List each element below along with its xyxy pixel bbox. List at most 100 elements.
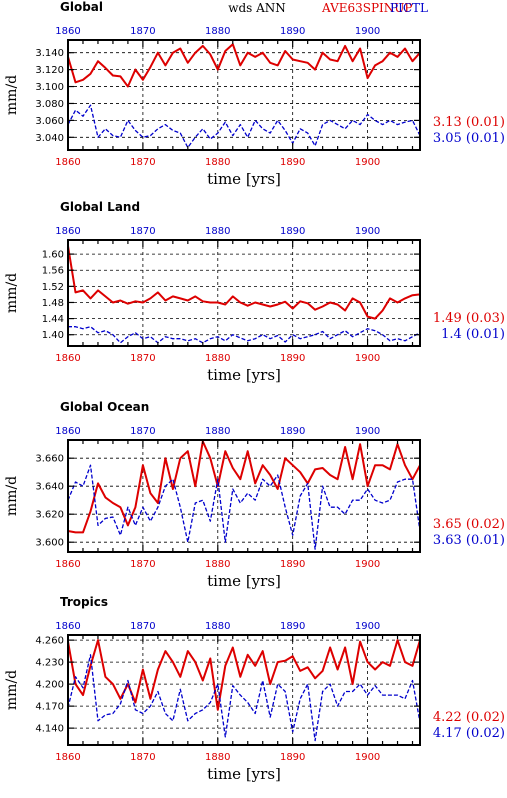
x-tick-label-bottom: 1870 — [130, 559, 155, 570]
series-line-red — [67, 639, 421, 711]
series-line-blue — [67, 654, 421, 742]
x-tick-label-bottom: 1860 — [55, 353, 80, 364]
x-axis-label: time [yrs] — [207, 572, 281, 590]
x-tick-label-top: 1870 — [130, 426, 155, 437]
stat-label-red: 3.65 (0.02) — [433, 517, 505, 532]
center-header-label: wds ANN — [228, 1, 286, 15]
y-tick-label: 3.080 — [35, 99, 64, 110]
x-tick-label-bottom: 1900 — [355, 157, 380, 168]
panel-tropics: Tropics 4.140 4.170 4.200 4.230 4.260 1860 1860… — [4, 595, 505, 783]
x-tick-label-top: 1880 — [205, 426, 230, 437]
y-tick-label: 3.620 — [35, 510, 64, 521]
series-line-blue — [68, 326, 421, 344]
x-axis-label: time [yrs] — [207, 170, 281, 188]
y-tick-label: 3.120 — [35, 65, 64, 76]
y-tick-label: 1.44 — [42, 314, 64, 325]
panel-global-land: Global Land 1.40 1.44 1.48 1.52 1.56 1.60 1860 1… — [4, 200, 505, 384]
plot-frame — [67, 39, 421, 151]
series-line-blue — [67, 464, 421, 550]
panel-title: Tropics — [60, 595, 108, 609]
x-tick-label-bottom: 1890 — [280, 752, 305, 763]
y-axis-label: mm/d — [4, 273, 20, 313]
x-tick-label-top: 1890 — [280, 426, 305, 437]
x-tick-label-bottom: 1870 — [130, 752, 155, 763]
x-tick-label-top: 1890 — [280, 621, 305, 632]
x-tick-label-bottom: 1880 — [205, 559, 230, 570]
stat-label-blue: 3.63 (0.01) — [433, 533, 505, 548]
stat-label-red: 3.13 (0.01) — [433, 115, 505, 130]
panel-global-ocean: Global Ocean 3.600 3.620 3.640 3.660 1860 1860… — [4, 400, 505, 590]
x-tick-label-bottom: 1900 — [355, 559, 380, 570]
x-tick-label-top: 1900 — [355, 621, 380, 632]
x-tick-label-bottom: 1860 — [55, 752, 80, 763]
stat-label-red: 1.49 (0.03) — [433, 311, 505, 326]
x-tick-label-bottom: 1900 — [355, 353, 380, 364]
y-tick-label: 3.060 — [35, 116, 64, 127]
x-tick-label-bottom: 1890 — [280, 353, 305, 364]
y-tick-label: 1.48 — [42, 298, 64, 309]
panel-title: Global — [60, 0, 103, 14]
y-tick-label: 1.52 — [42, 282, 64, 293]
x-tick-label-top: 1890 — [280, 226, 305, 237]
x-tick-label-bottom: 1890 — [280, 157, 305, 168]
x-tick-label-top: 1860 — [55, 26, 80, 37]
y-tick-label: 3.100 — [35, 82, 64, 93]
y-tick-label: 3.140 — [35, 48, 64, 59]
x-axis-label: time [yrs] — [207, 366, 281, 384]
y-tick-label: 1.56 — [42, 266, 64, 277]
y-tick-label: 4.200 — [35, 680, 64, 691]
x-tick-label-bottom: 1870 — [130, 353, 155, 364]
panel-title: Global Ocean — [60, 400, 149, 414]
x-tick-label-bottom: 1860 — [55, 157, 80, 168]
x-tick-label-top: 1900 — [355, 226, 380, 237]
y-axis-label: mm/d — [4, 75, 20, 115]
x-tick-label-top: 1870 — [130, 621, 155, 632]
x-axis-label: time [yrs] — [207, 765, 281, 783]
panel-title: Global Land — [60, 200, 140, 214]
panel-global: Global 3.040 3.060 3.080 3.100 3.120 3.140 1860… — [4, 0, 505, 188]
x-tick-label-top: 1860 — [55, 226, 80, 237]
y-tick-label: 4.230 — [35, 658, 64, 669]
series-line-blue — [67, 104, 421, 149]
x-tick-label-top: 1870 — [130, 26, 155, 37]
x-tick-label-bottom: 1880 — [205, 157, 230, 168]
x-tick-label-bottom: 1870 — [130, 157, 155, 168]
x-tick-label-top: 1860 — [55, 426, 80, 437]
x-tick-label-bottom: 1860 — [55, 559, 80, 570]
x-tick-label-top: 1900 — [355, 426, 380, 437]
y-tick-label: 3.040 — [35, 133, 64, 144]
plot-frame — [67, 439, 421, 553]
series-line-red — [67, 43, 421, 88]
x-tick-label-bottom: 1880 — [205, 353, 230, 364]
x-tick-label-top: 1880 — [205, 226, 230, 237]
x-tick-label-top: 1860 — [55, 621, 80, 632]
y-tick-label: 3.660 — [35, 454, 64, 465]
x-tick-label-bottom: 1900 — [355, 752, 380, 763]
series-line-red — [67, 440, 421, 534]
y-tick-label: 3.600 — [35, 538, 64, 549]
x-tick-label-top: 1880 — [205, 26, 230, 37]
x-tick-label-top: 1870 — [130, 226, 155, 237]
stat-label-red: 4.22 (0.02) — [433, 710, 505, 725]
y-axis-label: mm/d — [4, 476, 20, 516]
y-tick-label: 4.140 — [35, 724, 64, 735]
stat-label-blue: 3.05 (0.01) — [433, 131, 505, 146]
exp-label-red: AVE63SPINUP — [321, 1, 413, 15]
y-tick-label: 4.260 — [35, 636, 64, 647]
stat-label-blue: 4.17 (0.02) — [433, 726, 505, 741]
stat-label-blue: 1.4 (0.01) — [441, 327, 505, 342]
exp-label-blue: PICTL — [390, 1, 428, 15]
x-tick-label-top: 1900 — [355, 26, 380, 37]
panels: Global 3.040 3.060 3.080 3.100 3.120 3.140 1860… — [4, 0, 505, 783]
plot-frame — [67, 634, 421, 746]
y-tick-label: 1.40 — [42, 330, 64, 341]
plot-frame — [67, 239, 421, 347]
y-axis-label: mm/d — [4, 670, 20, 710]
x-tick-label-top: 1880 — [205, 621, 230, 632]
y-tick-label: 1.60 — [42, 250, 64, 261]
y-tick-label: 3.640 — [35, 482, 64, 493]
series-line-red — [67, 245, 421, 320]
x-tick-label-bottom: 1880 — [205, 752, 230, 763]
y-tick-label: 4.170 — [35, 702, 64, 713]
